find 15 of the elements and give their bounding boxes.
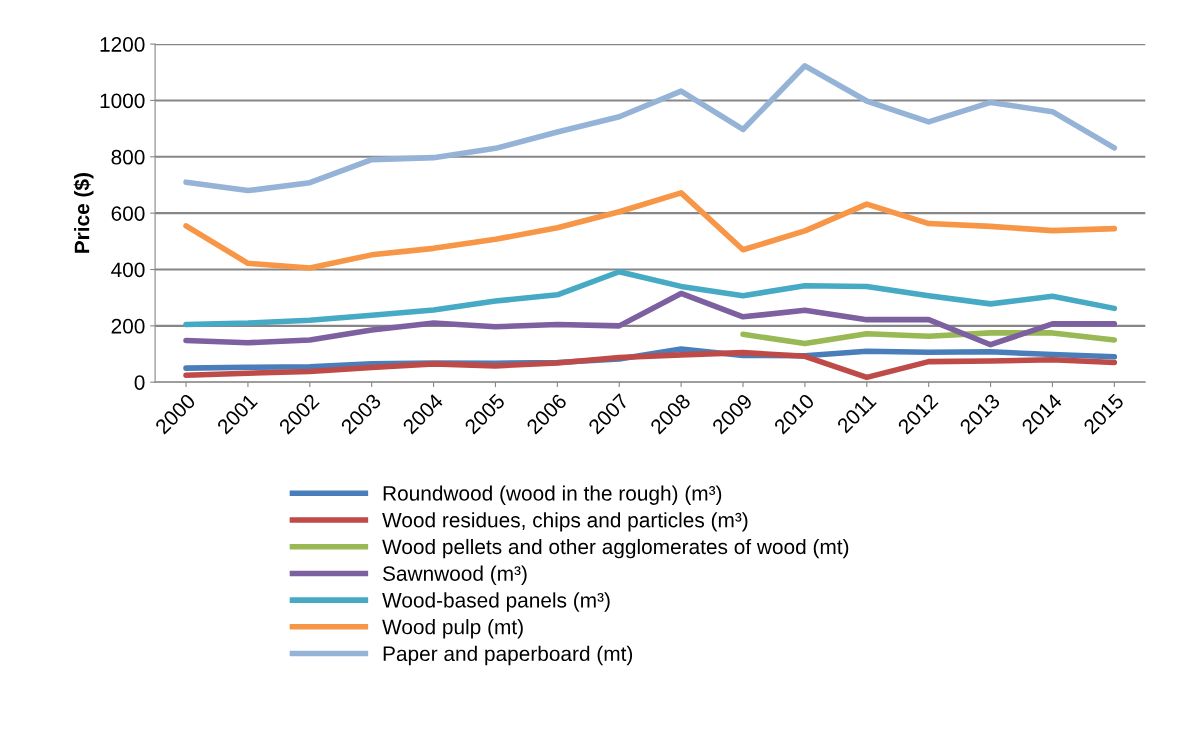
legend-label: Wood-based panels (m³) bbox=[382, 592, 610, 612]
y-tick-label: 400 bbox=[111, 262, 145, 278]
legend-label: Sawnwood (m³) bbox=[382, 565, 527, 586]
legend-label: Paper and paperboard (mt) bbox=[383, 645, 633, 666]
legend-label: Roundwood (wood in the rough) (m³) bbox=[383, 485, 722, 505]
legend-label: Wood pellets and other agglomerates of wood (mt) bbox=[382, 538, 849, 559]
y-tick-label: 0 bbox=[134, 375, 145, 390]
y-tick-label: 1000 bbox=[100, 93, 145, 109]
y-axis-title: Price ($) bbox=[73, 173, 94, 253]
y-tick-label: 200 bbox=[111, 318, 145, 334]
y-tick-label: 800 bbox=[111, 149, 145, 165]
legend-label: Wood residues, chips and particles (m³) bbox=[382, 512, 748, 532]
legend-label: Wood pulp (mt) bbox=[382, 619, 523, 639]
y-tick-label: 600 bbox=[111, 206, 145, 221]
y-tick-label: 1200 bbox=[100, 37, 145, 52]
